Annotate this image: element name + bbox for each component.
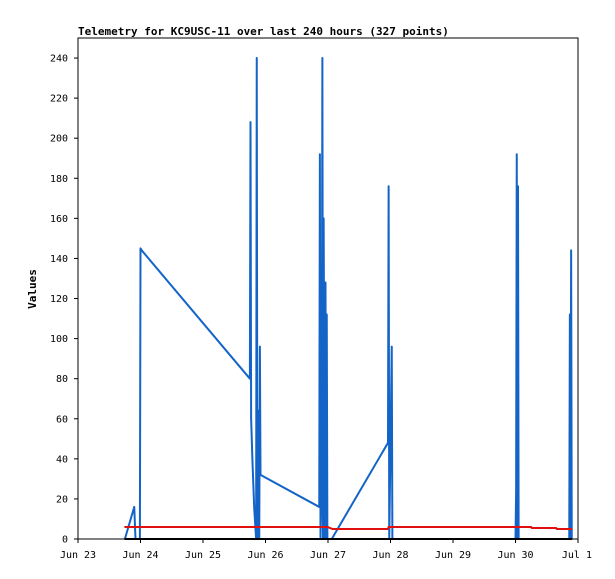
x-tick-label: Jun 25 (185, 550, 221, 561)
data-point (255, 57, 258, 59)
data-point (555, 528, 558, 530)
x-axis: Jun 23 Jun 24 Jun 25 Jun 26 Jun 27 Jun 28 Jun … (60, 539, 592, 561)
x-tick-label: Jun 30 (497, 550, 533, 561)
data-point (387, 442, 389, 444)
y-tick-label: 100 (50, 334, 68, 345)
data-point (387, 185, 390, 188)
data-point (318, 506, 321, 508)
data-point (324, 281, 327, 284)
x-tick-label: Jul 1 (562, 550, 592, 561)
data-point (570, 249, 572, 252)
x-tick-label: Jun 26 (247, 550, 283, 561)
x-tick-label: Jun 24 (122, 550, 158, 561)
data-point (530, 527, 533, 529)
data-point (515, 153, 518, 156)
y-tick-label: 220 (50, 94, 68, 105)
data-point (517, 185, 519, 188)
data-point (387, 526, 390, 528)
data-point (321, 57, 324, 59)
y-tick-label: 180 (50, 174, 68, 185)
data-point (249, 377, 251, 380)
data-point (331, 528, 334, 530)
data-point (249, 121, 252, 123)
data-point (124, 538, 126, 540)
series-2 (124, 538, 573, 540)
data-point (124, 526, 126, 528)
y-tick-label: 240 (50, 54, 68, 65)
data-point (319, 153, 321, 156)
y-tick-label: 0 (62, 535, 68, 546)
data-point (515, 490, 517, 492)
y-tick-label: 160 (50, 214, 68, 225)
data-point (139, 247, 142, 250)
data-point (322, 217, 325, 220)
data-point (570, 528, 573, 530)
data-point (326, 526, 329, 528)
data-point (140, 249, 143, 252)
x-tick-label: Jun 28 (372, 550, 408, 561)
data-point (253, 508, 256, 510)
data-point (133, 506, 136, 508)
chart-title: Telemetry for KC9USC-11 over last 240 ho… (78, 25, 449, 38)
data-point (257, 409, 260, 412)
y-tick-label: 120 (50, 294, 68, 305)
data-point (570, 538, 573, 540)
x-tick-label: Jun 29 (435, 550, 471, 561)
y-tick-label: 40 (56, 454, 68, 465)
data-point (387, 528, 389, 530)
data-point (390, 345, 393, 348)
data-point (251, 458, 254, 460)
x-tick-label: Jun 23 (60, 550, 96, 561)
data-point (259, 345, 261, 348)
y-axis: 0 20 40 60 80 100 120 140 160 180 200 220 240 (50, 54, 78, 546)
y-tick-label: 20 (56, 494, 68, 505)
x-tick-label: Jun 27 (310, 550, 346, 561)
y-tick-label: 60 (56, 414, 68, 425)
series-1 (124, 525, 573, 530)
y-tick-label: 200 (50, 134, 68, 145)
y-tick-label: 140 (50, 254, 68, 265)
data-point (320, 474, 323, 476)
data-point (259, 474, 262, 476)
data-point (569, 313, 571, 316)
y-tick-label: 80 (56, 374, 68, 385)
data-point (250, 417, 252, 420)
y-axis-label: Values (26, 269, 39, 309)
data-point (325, 313, 328, 316)
series-layer (123, 57, 573, 540)
